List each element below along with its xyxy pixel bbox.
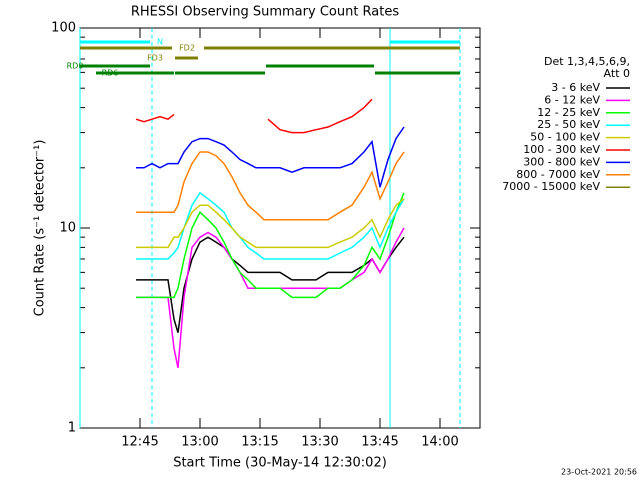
series-line [136,236,405,333]
y-tick-label: 1 [68,421,76,436]
y-axis-title: Count Rate (s⁻¹ detector⁻¹) [33,140,48,317]
legend-label: 25 - 50 keV [537,118,600,131]
plot-frame [79,27,481,429]
series-line [136,227,405,368]
state-label: RD6 [102,69,119,78]
state-label: N [157,38,163,47]
series-line [136,126,405,188]
x-tick-label: 13:00 [181,435,218,450]
series-line [136,151,405,221]
series-line [136,192,405,299]
legend-label: 800 - 7000 keV [516,168,600,181]
x-tick-label: 13:45 [361,435,398,450]
legend-label: 3 - 6 keV [551,81,600,94]
y-tick-label: 100 [51,21,76,36]
series-line [136,198,405,249]
legend-label: 6 - 12 keV [544,93,600,106]
legend-header: Det 1,3,4,5,6,9, [544,55,630,68]
series-line [136,191,405,260]
x-tick-label: 13:30 [301,435,338,450]
legend-label: 300 - 800 keV [523,155,600,168]
x-axis-title: Start Time (30-May-14 12:30:02) [173,456,387,471]
x-tick-label: 14:00 [421,435,458,450]
legend-label: 7000 - 15000 keV [502,180,600,193]
x-tick-label: 12:45 [121,435,158,450]
x-tick-label: 13:15 [241,435,278,450]
y-tick-label: 10 [59,221,76,236]
series-line [135,98,373,134]
legend-label: 12 - 25 keV [537,106,600,119]
legend-label: 100 - 300 keV [523,143,600,156]
state-label: FD2 [179,44,195,53]
state-label: FD3 [147,54,163,63]
legend-label: 50 - 100 keV [530,131,600,144]
chart-title: RHESSI Observing Summary Count Rates [131,5,400,20]
state-label: RD0 [67,62,84,71]
footer-date: 23-Oct-2021 20:56 [561,468,637,477]
legend-header: Att 0 [604,67,630,80]
